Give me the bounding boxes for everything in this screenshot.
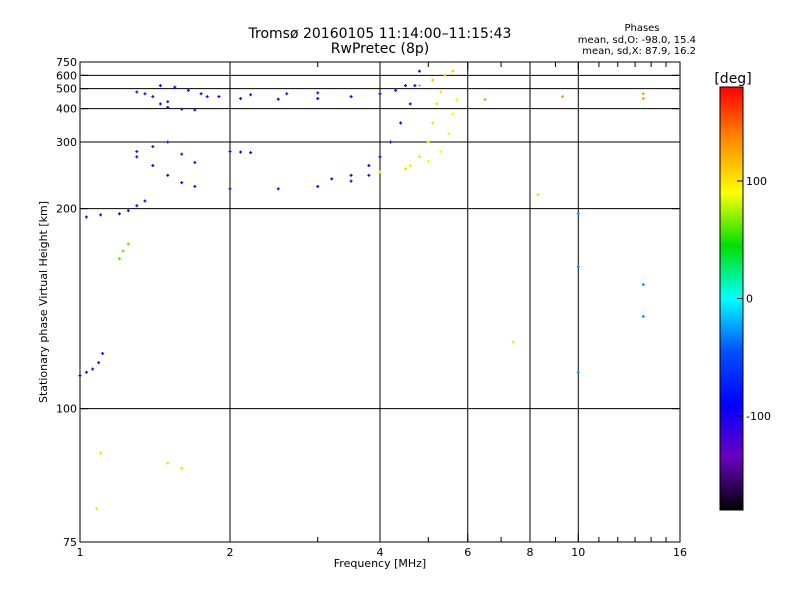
x-tick-label: 16 [673, 546, 687, 559]
y-tick-label: 300 [56, 136, 77, 149]
x-tick-label: 8 [527, 546, 534, 559]
colorbar-ticks: 100 0 -100 [719, 86, 771, 511]
y-tick-label: 500 [56, 83, 77, 96]
colorbar-tick-label: -100 [746, 410, 771, 423]
y-tick-label: 400 [56, 103, 77, 116]
colorbar-tick-label: 100 [746, 175, 767, 188]
colorbar [720, 87, 743, 510]
y-axis-label: Stationary phase Virtual Height [km] [37, 201, 50, 403]
x-tick-label: 6 [464, 546, 471, 559]
colorbar-tick-label: 0 [746, 293, 753, 306]
x-axis-label: Frequency [MHz] [334, 557, 426, 570]
chart-title: Tromsø 20160105 11:14:00–11:15:43 [248, 26, 512, 42]
stats-x: mean, sd,X: 87.9, 16.2 [582, 46, 696, 57]
stats-o: mean, sd,O: -98.0, 15.4 [578, 35, 696, 46]
x-tick-label: 1 [77, 546, 84, 559]
colorbar-label: [deg] [714, 71, 751, 87]
data-points [78, 69, 645, 511]
y-tick-label: 750 [56, 56, 77, 69]
x-tick-label: 4 [377, 546, 384, 559]
grid-lines [79, 62, 681, 542]
stats-heading: Phases [624, 23, 659, 34]
x-tick-label: 2 [227, 546, 234, 559]
y-tick-label: 75 [63, 536, 77, 549]
y-tick-label: 100 [56, 403, 77, 416]
y-tick-label: 200 [56, 203, 77, 216]
chart-subtitle: RwPretec (8p) [331, 41, 429, 57]
y-tick-label: 600 [56, 69, 77, 82]
x-tick-label: 10 [571, 546, 585, 559]
